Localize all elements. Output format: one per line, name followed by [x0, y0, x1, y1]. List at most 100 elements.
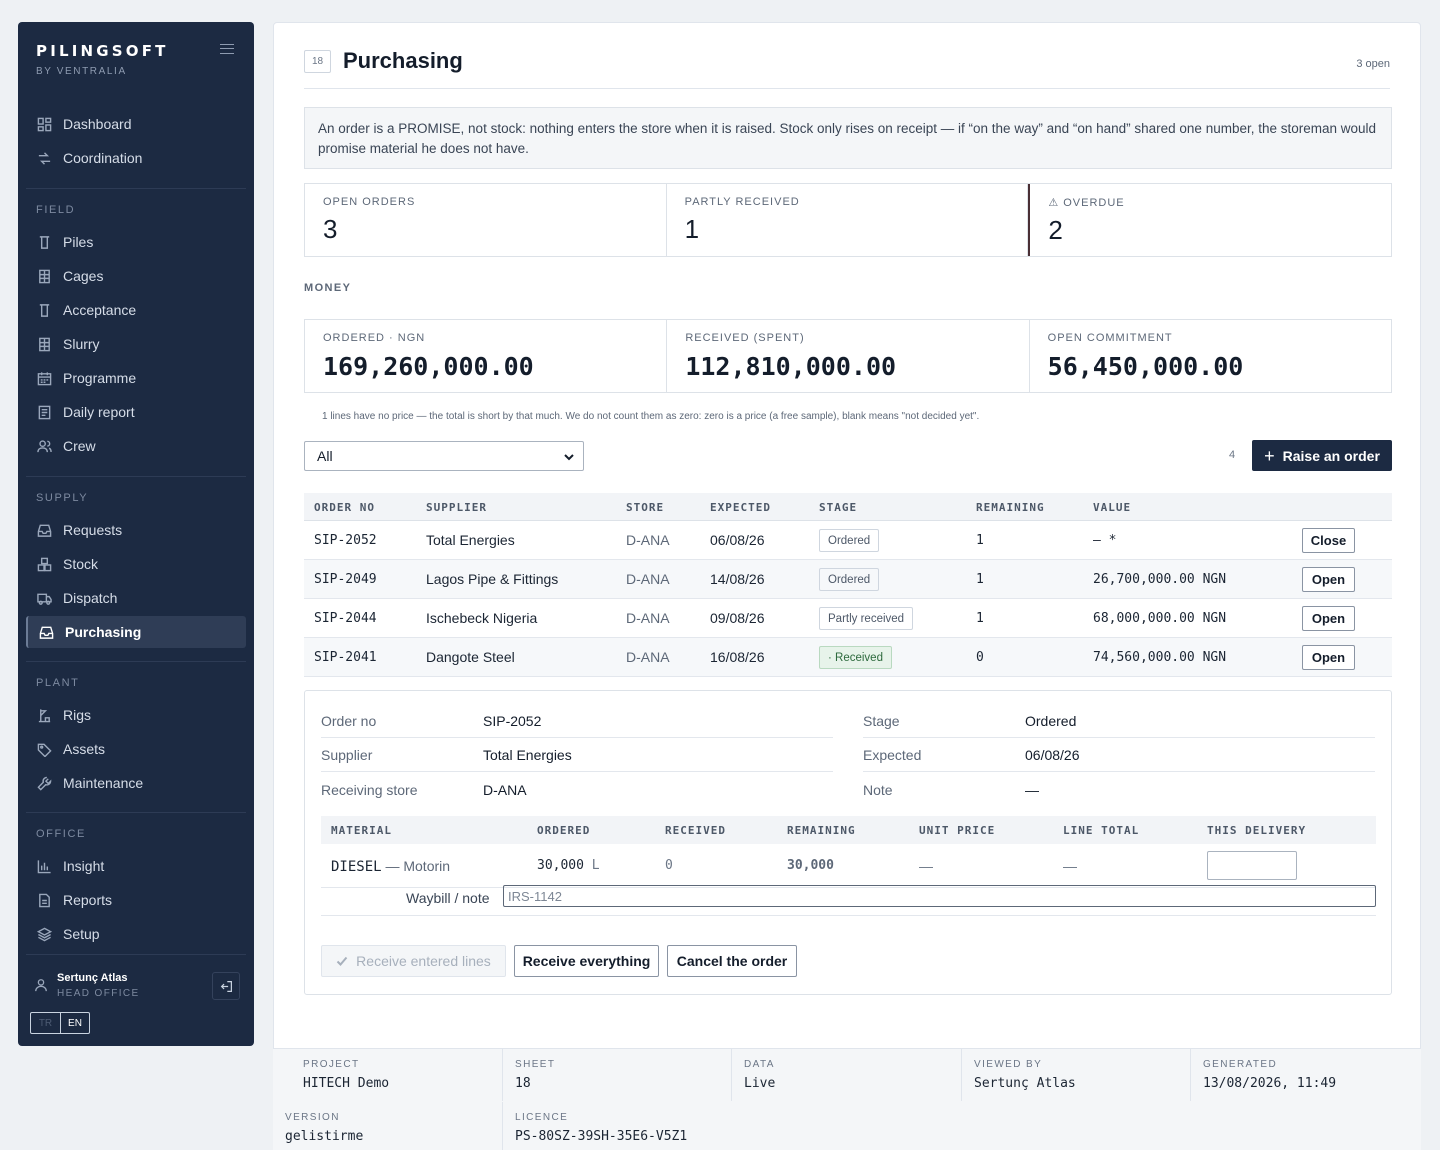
- footer-value: gelistirme: [285, 1129, 364, 1144]
- col-line-total: LINE TOTAL: [1063, 824, 1140, 837]
- detail-label: Order no: [321, 713, 377, 729]
- nav-coordination[interactable]: Coordination: [26, 142, 246, 174]
- filter-value: All: [317, 448, 333, 464]
- nav-acceptance[interactable]: Acceptance: [26, 294, 246, 326]
- nav-rigs[interactable]: Rigs: [26, 699, 246, 731]
- ordered-unit: L: [591, 858, 600, 873]
- open-button[interactable]: Open: [1302, 606, 1355, 631]
- expected: 09/08/26: [710, 610, 765, 626]
- nav-programme[interactable]: Programme: [26, 362, 246, 394]
- table-row[interactable]: SIP-2049 Lagos Pipe & Fittings D-ANA 14/…: [304, 560, 1392, 599]
- detail-label: Note: [863, 782, 893, 798]
- nav-section-office: OFFICE: [36, 828, 86, 840]
- slurry-icon: [36, 336, 52, 352]
- nav-slurry-label: Slurry: [63, 336, 100, 352]
- remaining: 0: [976, 650, 984, 665]
- calendar-icon: [36, 370, 52, 386]
- receive-everything-button[interactable]: Receive everything: [514, 945, 659, 977]
- col-order-no: ORDER NO: [314, 501, 375, 514]
- open-count: 3 open: [1356, 58, 1390, 70]
- footer-sheet: SHEET 18: [502, 1049, 732, 1101]
- receive-entered-lines-button[interactable]: Receive entered lines: [321, 945, 506, 977]
- footer-label: VIEWED BY: [974, 1059, 1043, 1070]
- nav-crew[interactable]: Crew: [26, 430, 246, 462]
- stage-filter-select[interactable]: All: [304, 441, 584, 471]
- crew-icon: [36, 438, 52, 454]
- lang-tr[interactable]: TR: [38, 1017, 53, 1029]
- this-delivery-input[interactable]: [1207, 851, 1297, 880]
- nav-setup[interactable]: Setup: [26, 918, 246, 950]
- footer-value: PS-80SZ-39SH-35E6-V5Z1: [515, 1129, 688, 1144]
- detail-stage: Stage Ordered: [863, 704, 1375, 738]
- footer-project: PROJECT HITECH Demo: [291, 1049, 503, 1101]
- table-row[interactable]: SIP-2052 Total Energies D-ANA 06/08/26 O…: [304, 521, 1392, 560]
- nav-acceptance-label: Acceptance: [63, 302, 137, 318]
- price-footnote: 1 lines have no price — the total is sho…: [322, 411, 980, 422]
- received-qty: 0: [665, 858, 673, 873]
- order-stats: OPEN ORDERS 3 PARTLY RECEIVED 1 ⚠ OVERDUE…: [304, 183, 1392, 257]
- close-button[interactable]: Close: [1302, 528, 1355, 553]
- lines-header: MATERIAL ORDERED RECEIVED REMAINING UNIT…: [321, 816, 1376, 844]
- cage-icon: [36, 268, 52, 284]
- nav-maintenance[interactable]: Maintenance: [26, 767, 246, 799]
- table-row[interactable]: SIP-2044 Ischebeck Nigeria D-ANA 09/08/2…: [304, 599, 1392, 638]
- nav-cages[interactable]: Cages: [26, 260, 246, 292]
- orders-table: ORDER NO SUPPLIER STORE EXPECTED STAGE R…: [304, 493, 1392, 677]
- open-button[interactable]: Open: [1302, 567, 1355, 592]
- ordered-qty: 30,000 L: [537, 858, 600, 873]
- logout-button[interactable]: [212, 972, 240, 1000]
- receive-entered-lines-label: Receive entered lines: [356, 953, 491, 969]
- table-header: ORDER NO SUPPLIER STORE EXPECTED STAGE R…: [304, 493, 1392, 521]
- cancel-order-button[interactable]: Cancel the order: [667, 945, 797, 977]
- layers-icon: [36, 926, 52, 942]
- sheet-number: 18: [304, 50, 331, 73]
- nav-assets[interactable]: Assets: [26, 733, 246, 765]
- nav-requests[interactable]: Requests: [26, 514, 246, 546]
- table-row[interactable]: SIP-2041 Dangote Steel D-ANA 16/08/26 · …: [304, 638, 1392, 677]
- stat-label: RECEIVED (SPENT): [685, 332, 805, 344]
- expected: 06/08/26: [710, 532, 765, 548]
- detail-label: Stage: [863, 713, 900, 729]
- material-code: DIESEL: [331, 859, 382, 875]
- detail-label: Receiving store: [321, 782, 418, 798]
- user-icon: [34, 978, 48, 997]
- stage-badge: Ordered: [819, 529, 880, 552]
- detail-label: Supplier: [321, 747, 373, 763]
- page-title: Purchasing: [343, 48, 463, 73]
- detail-value: —: [1025, 782, 1039, 798]
- nav-divider: [26, 812, 246, 813]
- page-footer: PROJECT HITECH Demo SHEET 18 DATA Live V…: [273, 1048, 1421, 1150]
- raise-order-button[interactable]: + Raise an order: [1252, 440, 1392, 471]
- nav-slurry[interactable]: Slurry: [26, 328, 246, 360]
- logout-icon: [220, 980, 233, 993]
- report-icon: [36, 404, 52, 420]
- nav-stock[interactable]: Stock: [26, 548, 246, 580]
- nav-dashboard[interactable]: Dashboard: [26, 108, 246, 140]
- document-icon: [36, 892, 52, 908]
- value: 26,700,000.00 NGN: [1093, 572, 1227, 587]
- brand-sub: BY VENTRALIA: [36, 66, 127, 77]
- waybill-input[interactable]: IRS-1142: [503, 885, 1376, 907]
- order-line-row: DIESEL — Motorin 30,000 L 0 30,000 — —: [321, 844, 1376, 888]
- check-icon: [336, 955, 356, 967]
- nav-insight[interactable]: Insight: [26, 850, 246, 882]
- nav-purchasing[interactable]: Purchasing: [26, 616, 246, 648]
- money-section-label: MONEY: [304, 282, 352, 294]
- nav-reports[interactable]: Reports: [26, 884, 246, 916]
- nav-daily-report-label: Daily report: [63, 404, 135, 420]
- footer-value: Live: [744, 1076, 776, 1091]
- menu-icon[interactable]: [220, 44, 234, 54]
- info-note: An order is a PROMISE, not stock: nothin…: [304, 107, 1392, 169]
- footer-licence: LICENCE PS-80SZ-39SH-35E6-V5Z1: [502, 1102, 902, 1150]
- open-button[interactable]: Open: [1302, 645, 1355, 670]
- footer-generated: GENERATED 13/08/2026, 11:49: [1190, 1049, 1420, 1101]
- stat-label: OPEN COMMITMENT: [1047, 332, 1173, 344]
- nav-dispatch[interactable]: Dispatch: [26, 582, 246, 614]
- nav-daily-report[interactable]: Daily report: [26, 396, 246, 428]
- store: D-ANA: [626, 571, 670, 587]
- lang-en[interactable]: EN: [60, 1013, 89, 1033]
- nav-coordination-label: Coordination: [63, 150, 143, 166]
- order-no: SIP-2041: [314, 650, 377, 665]
- nav-piles[interactable]: Piles: [26, 226, 246, 258]
- nav-dispatch-label: Dispatch: [63, 590, 118, 606]
